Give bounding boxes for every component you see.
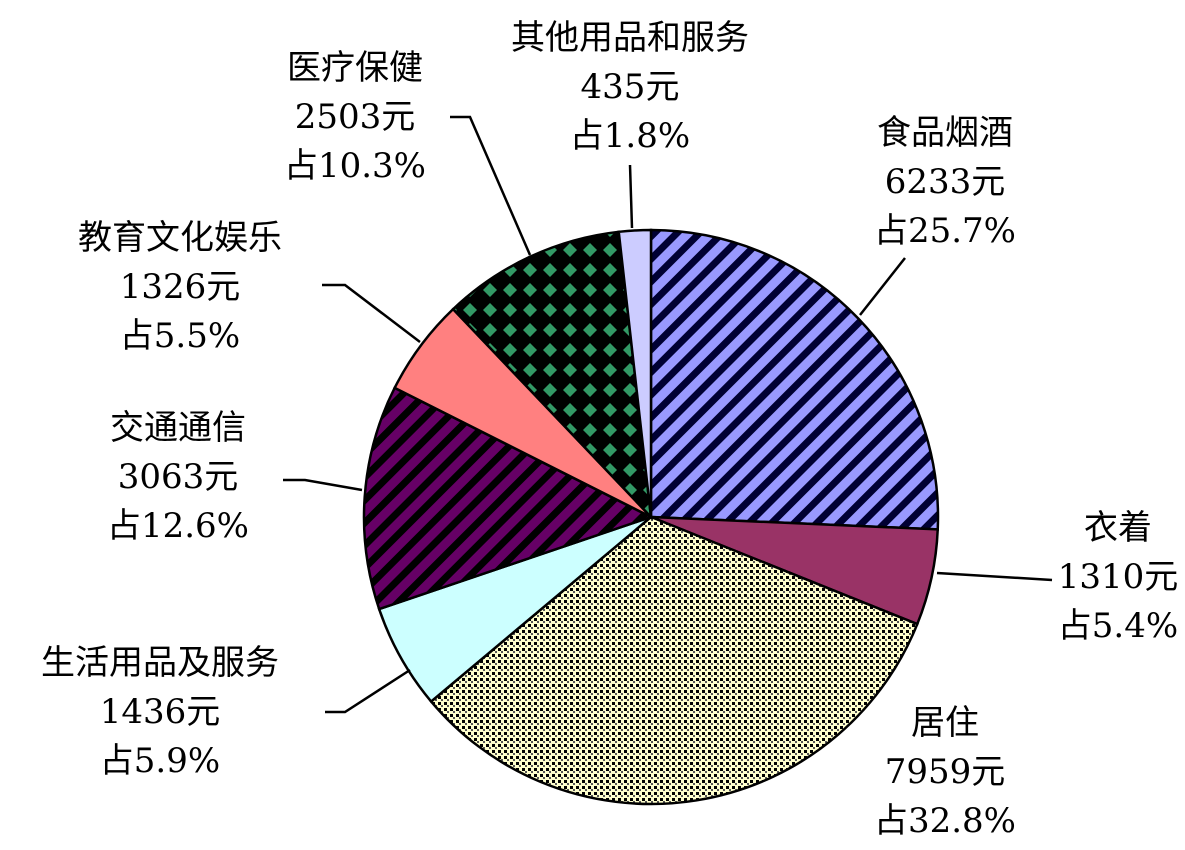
share-label: 占1.8%: [570, 116, 690, 156]
value-label: 7959元: [885, 752, 1006, 792]
leader-line: [859, 257, 906, 316]
value-label: 3063元: [118, 457, 239, 497]
pie-slice: [649, 228, 940, 531]
category-label: 衣着: [1084, 508, 1152, 548]
leader-line: [936, 571, 1053, 582]
pie-slice: [429, 515, 919, 806]
leader-line: [322, 283, 421, 343]
pie-slice: [451, 230, 653, 521]
category-label: 居住: [911, 703, 979, 743]
category-label: 交通通信: [110, 408, 246, 448]
value-label: 2503元: [295, 97, 416, 137]
share-label: 占25.7%: [874, 211, 1016, 251]
pie-slice: [617, 228, 653, 518]
share-label: 占12.6%: [107, 506, 249, 546]
category-label: 教育文化娱乐: [78, 218, 282, 258]
category-label: 生活用品及服务: [41, 643, 279, 683]
share-label: 占10.3%: [284, 146, 426, 186]
leader-line: [450, 115, 532, 256]
value-label: 1436元: [100, 692, 221, 732]
share-label: 占32.8%: [874, 801, 1016, 841]
category-label: 医疗保健: [287, 48, 423, 88]
leader-line: [628, 164, 634, 229]
category-label: 其他用品和服务: [511, 18, 749, 58]
share-label: 占5.5%: [120, 316, 240, 356]
leader-line: [283, 478, 363, 492]
leader-line: [325, 668, 411, 714]
share-label: 占5.9%: [100, 741, 220, 781]
category-label: 食品烟酒: [877, 113, 1013, 153]
share-label: 占5.4%: [1058, 606, 1178, 646]
pie-slice: [362, 386, 655, 611]
value-label: 6233元: [885, 162, 1006, 202]
value-label: 1310元: [1058, 557, 1179, 597]
value-label: 435元: [581, 67, 680, 107]
value-label: 1326元: [120, 267, 241, 307]
